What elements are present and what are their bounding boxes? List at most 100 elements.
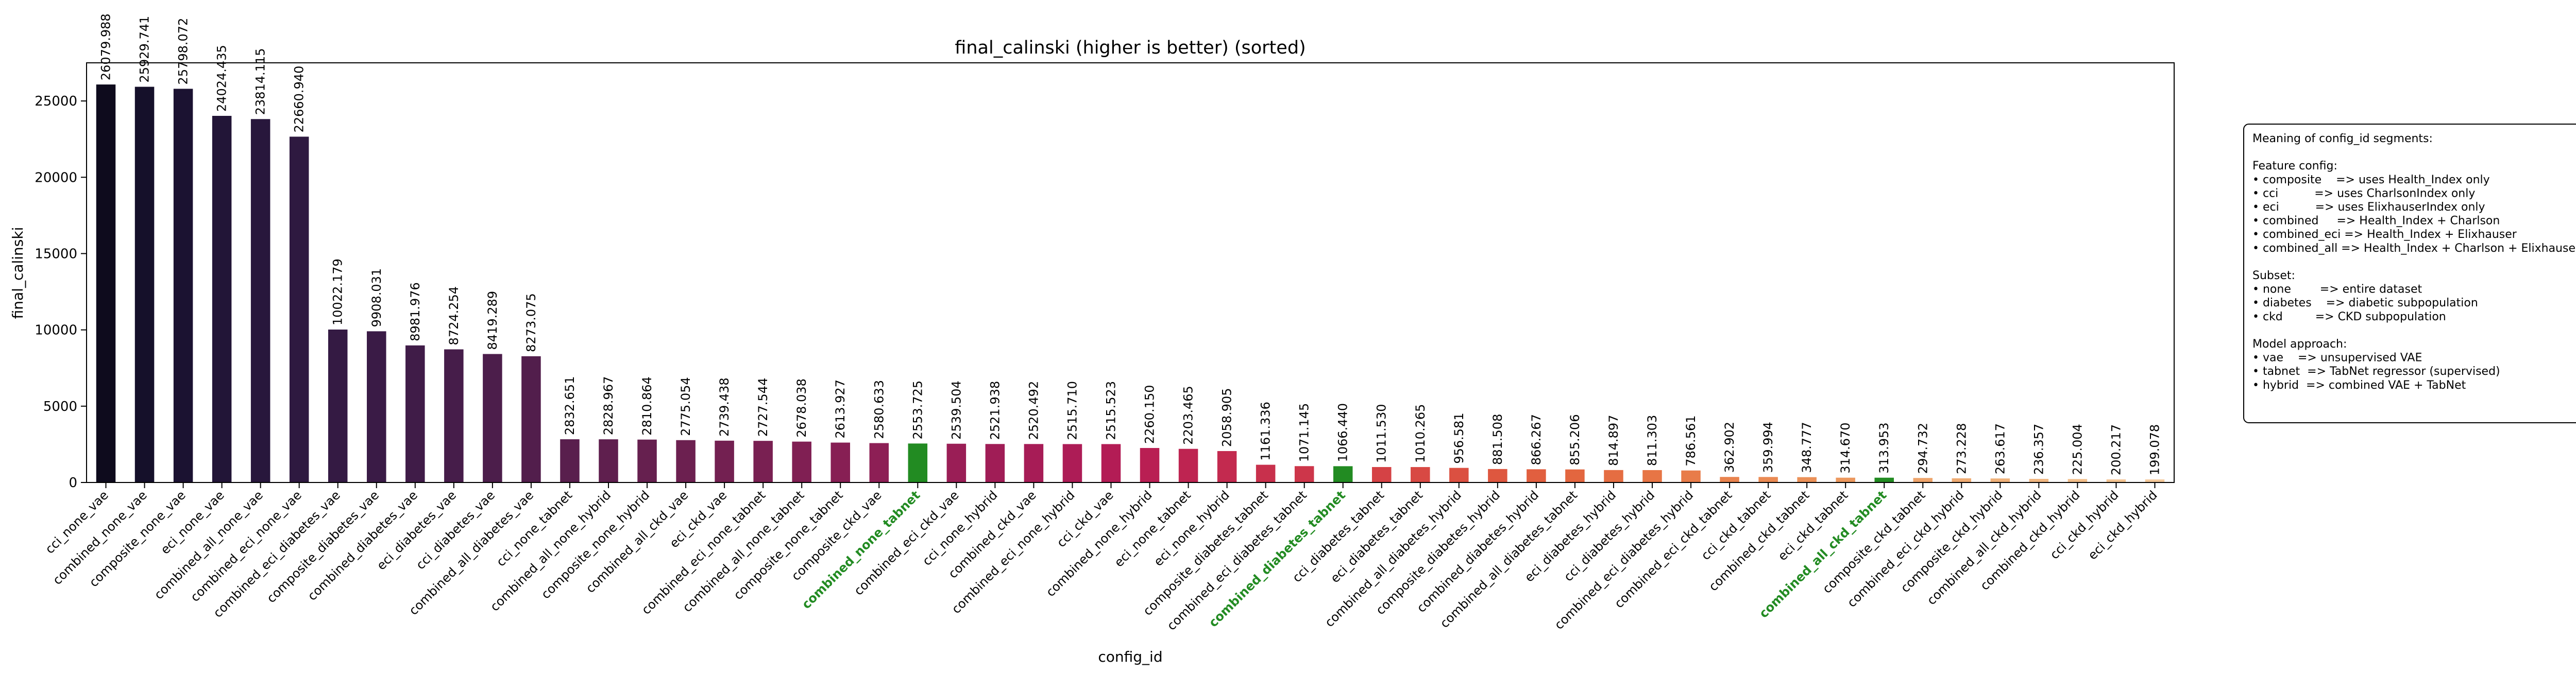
- value-label: 814.897: [1606, 415, 1621, 466]
- annotation-line: • composite => uses Health_Index only: [2252, 174, 2490, 186]
- annotation-line: • combined => Health_Index + Charlson: [2252, 215, 2500, 228]
- value-label: 8273.075: [524, 293, 538, 352]
- value-label: 2521.938: [988, 381, 1002, 440]
- value-label: 362.902: [1722, 422, 1737, 473]
- value-label: 2810.864: [640, 376, 654, 436]
- bar: [1178, 448, 1198, 482]
- value-label: 263.617: [1993, 423, 2007, 474]
- value-label: 2539.504: [949, 381, 963, 440]
- value-label: 314.670: [1838, 422, 1853, 473]
- annotation-line: • combined_all => Health_Index + Charlso…: [2252, 242, 2576, 255]
- bar: [1874, 477, 1894, 482]
- bar: [444, 349, 464, 482]
- value-label: 1071.145: [1297, 403, 1312, 462]
- annotation-line: • eci => uses ElixhauserIndex only: [2252, 201, 2485, 214]
- bar: [1449, 468, 1469, 482]
- value-label: 2613.927: [833, 379, 848, 439]
- value-label: 881.508: [1490, 414, 1505, 465]
- annotation-line: • hybrid => combined VAE + TabNet: [2252, 379, 2466, 392]
- annotation-line: Feature config:: [2252, 160, 2337, 172]
- value-label: 1010.265: [1413, 404, 1428, 463]
- bar: [521, 356, 541, 482]
- value-label: 8724.254: [447, 286, 461, 346]
- value-label: 2727.544: [756, 378, 770, 437]
- annotation-box: [2243, 124, 2576, 423]
- bar: [1527, 469, 1546, 482]
- annotation-line: • diabetes => diabetic subpopulation: [2252, 297, 2478, 309]
- bar: [1333, 466, 1353, 482]
- annotation-line: • vae => unsupervised VAE: [2252, 352, 2422, 365]
- bar: [1565, 469, 1585, 482]
- value-label: 2678.038: [794, 378, 809, 438]
- value-label: 2058.905: [1220, 388, 1234, 447]
- bar: [2067, 479, 2088, 482]
- bar: [1681, 470, 1701, 482]
- bar: [212, 116, 232, 482]
- bar: [1256, 464, 1276, 482]
- value-label: 956.581: [1452, 412, 1466, 463]
- bar: [1990, 478, 2010, 482]
- value-label: 25798.072: [176, 18, 191, 85]
- annotation-line: • cci => uses CharlsonIndex only: [2252, 187, 2475, 200]
- bar: [1488, 469, 1507, 482]
- value-label: 294.732: [1916, 423, 1930, 474]
- bar: [985, 444, 1005, 482]
- bar: [560, 439, 580, 482]
- value-label: 24024.435: [215, 45, 229, 112]
- bar: [1411, 467, 1430, 482]
- bar: [1101, 444, 1121, 482]
- y-tick-label: 15000: [35, 246, 77, 262]
- bar: [289, 136, 309, 483]
- bar: [1217, 451, 1237, 482]
- annotation-line: Model approach:: [2252, 338, 2347, 351]
- bar: [753, 441, 773, 482]
- value-label: 2515.710: [1065, 381, 1079, 440]
- bar: [1797, 477, 1817, 482]
- value-label: 313.953: [1877, 422, 1891, 473]
- y-tick-label: 5000: [43, 399, 77, 415]
- bar: [599, 439, 618, 482]
- bar: [367, 331, 386, 482]
- annotation-line: Meaning of config_id segments:: [2252, 132, 2433, 145]
- value-label: 22660.940: [292, 66, 307, 133]
- value-label: 855.206: [1568, 414, 1582, 465]
- bar: [1642, 470, 1662, 482]
- bar: [676, 440, 696, 482]
- value-label: 866.267: [1529, 414, 1544, 465]
- value-label: 2828.967: [601, 376, 616, 436]
- bar: [869, 443, 889, 482]
- bar: [96, 84, 116, 482]
- plot-frame: [86, 62, 2175, 483]
- y-tick-label: 0: [69, 475, 77, 491]
- annotation-line: • none => entire dataset: [2252, 283, 2422, 296]
- bar: [1836, 477, 1855, 482]
- y-axis-label: final_calinski: [9, 227, 26, 319]
- value-label: 199.078: [2147, 424, 2162, 475]
- bar: [2145, 479, 2165, 482]
- value-label: 25929.741: [138, 16, 152, 83]
- bar: [2029, 478, 2049, 482]
- bar: [1913, 478, 1933, 482]
- bar: [908, 443, 928, 482]
- value-label: 9908.031: [369, 268, 384, 327]
- value-label: 348.777: [1800, 422, 1814, 473]
- bar: [134, 87, 155, 483]
- bar: [831, 442, 850, 482]
- bar: [1294, 466, 1314, 482]
- value-label: 2515.523: [1104, 381, 1118, 440]
- annotation-line: • tabnet => TabNet regressor (supervised…: [2252, 365, 2500, 378]
- value-label: 2203.465: [1181, 386, 1196, 445]
- y-tick-label: 20000: [35, 170, 77, 185]
- bar: [1062, 444, 1082, 482]
- value-label: 10022.179: [331, 258, 345, 325]
- value-label: 273.228: [1954, 423, 1969, 474]
- value-label: 8981.976: [408, 282, 422, 341]
- value-label: 8419.289: [485, 291, 500, 350]
- value-label: 1011.530: [1375, 404, 1389, 463]
- value-label: 2775.054: [679, 377, 693, 436]
- value-label: 2739.438: [717, 377, 732, 437]
- value-label: 2260.150: [1143, 385, 1157, 444]
- value-label: 236.357: [2031, 424, 2046, 475]
- bar: [1140, 448, 1160, 482]
- bar: [328, 329, 348, 482]
